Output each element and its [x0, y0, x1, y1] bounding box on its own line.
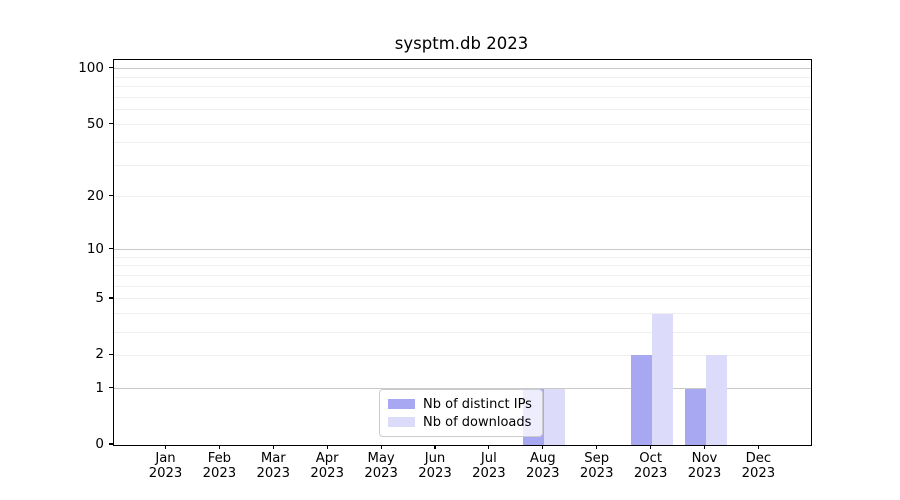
legend-row-distinct-ips: Nb of distinct IPs	[388, 395, 534, 413]
plot-area: Nb of distinct IPs Nb of downloads	[113, 59, 812, 446]
y-tick-mark-0	[109, 443, 113, 445]
x-tick-mark-aug-2023	[542, 445, 544, 450]
x-tick-mark-apr-2023	[326, 445, 328, 450]
gridline-y-6	[114, 285, 811, 287]
y-tick-mark-20	[109, 195, 113, 197]
y-tick-mark-2	[109, 353, 113, 356]
bar-nb-of-downloads-aug-2023	[543, 388, 565, 445]
gridline-y-10	[114, 249, 811, 251]
y-tick-label-50: 50	[86, 115, 104, 132]
gridline-y-80	[114, 86, 811, 88]
x-tick-label-jul-2023: Jul 2023	[472, 451, 506, 481]
gridline-y-1	[114, 388, 811, 389]
y-tick-label-1: 1	[95, 379, 104, 396]
x-tick-label-mar-2023: Mar 2023	[256, 451, 291, 481]
x-tick-mark-jul-2023	[488, 445, 490, 450]
y-tick-mark-100	[109, 67, 113, 69]
x-tick-mark-may-2023	[380, 445, 382, 450]
gridline-y-90	[114, 76, 811, 78]
bar-nb-of-distinct-ips-nov-2023	[684, 388, 706, 445]
gridline-y-8	[114, 265, 811, 267]
x-tick-mark-jun-2023	[434, 445, 436, 450]
bar-nb-of-downloads-nov-2023	[705, 355, 727, 445]
x-tick-label-nov-2023: Nov 2023	[687, 451, 722, 481]
x-tick-label-sep-2023: Sep 2023	[579, 451, 614, 481]
y-tick-label-10: 10	[86, 240, 104, 257]
x-tick-mark-nov-2023	[703, 445, 706, 450]
bar-nb-of-downloads-oct-2023	[651, 313, 673, 445]
x-tick-label-apr-2023: Apr 2023	[310, 451, 344, 481]
legend-row-downloads: Nb of downloads	[388, 413, 534, 431]
gridline-y-2	[114, 354, 811, 356]
x-tick-label-may-2023: May 2023	[364, 451, 398, 481]
legend: Nb of distinct IPs Nb of downloads	[379, 389, 543, 437]
gridline-y-5	[114, 298, 811, 300]
x-tick-mark-sep-2023	[596, 445, 598, 450]
legend-swatch-distinct-ips	[388, 399, 415, 409]
gridline-y-3	[114, 331, 811, 333]
y-tick-mark-5	[109, 297, 113, 299]
gridline-y-100	[114, 68, 811, 70]
x-tick-mark-jan-2023	[164, 445, 167, 450]
x-tick-mark-oct-2023	[650, 445, 652, 450]
gridline-y-9	[114, 256, 811, 258]
gridline-y-4	[114, 313, 811, 315]
x-tick-label-oct-2023: Oct 2023	[633, 451, 668, 481]
gridline-y-70	[114, 97, 811, 99]
x-tick-label-jun-2023: Jun 2023	[418, 451, 452, 481]
gridline-y-50	[114, 124, 811, 126]
y-tick-label-100: 100	[78, 59, 104, 76]
y-tick-label-0: 0	[95, 436, 104, 452]
chart-title: sysptm.db 2023	[394, 34, 529, 53]
y-tick-mark-50	[109, 122, 113, 125]
legend-label-downloads: Nb of downloads	[423, 414, 532, 430]
gridline-y-20	[114, 196, 811, 198]
y-tick-label-5: 5	[95, 289, 104, 306]
gridline-y-40	[114, 141, 811, 143]
y-tick-mark-10	[109, 247, 113, 250]
x-tick-label-jan-2023: Jan 2023	[148, 451, 183, 481]
x-tick-label-dec-2023: Dec 2023	[741, 451, 776, 481]
gridline-y-60	[114, 109, 811, 111]
y-tick-label-2: 2	[95, 346, 104, 363]
y-tick-mark-1	[109, 386, 113, 389]
legend-label-distinct-ips: Nb of distinct IPs	[423, 396, 532, 412]
gridline-y-30	[114, 164, 811, 166]
y-tick-label-20: 20	[86, 187, 104, 204]
x-tick-label-feb-2023: Feb 2023	[202, 451, 237, 481]
x-tick-mark-feb-2023	[218, 445, 220, 450]
bar-nb-of-distinct-ips-oct-2023	[630, 355, 652, 445]
x-tick-label-aug-2023: Aug 2023	[526, 451, 560, 481]
legend-swatch-downloads	[388, 417, 415, 427]
x-tick-mark-mar-2023	[272, 445, 274, 450]
gridline-y-7	[114, 275, 811, 277]
x-tick-mark-dec-2023	[757, 445, 759, 450]
